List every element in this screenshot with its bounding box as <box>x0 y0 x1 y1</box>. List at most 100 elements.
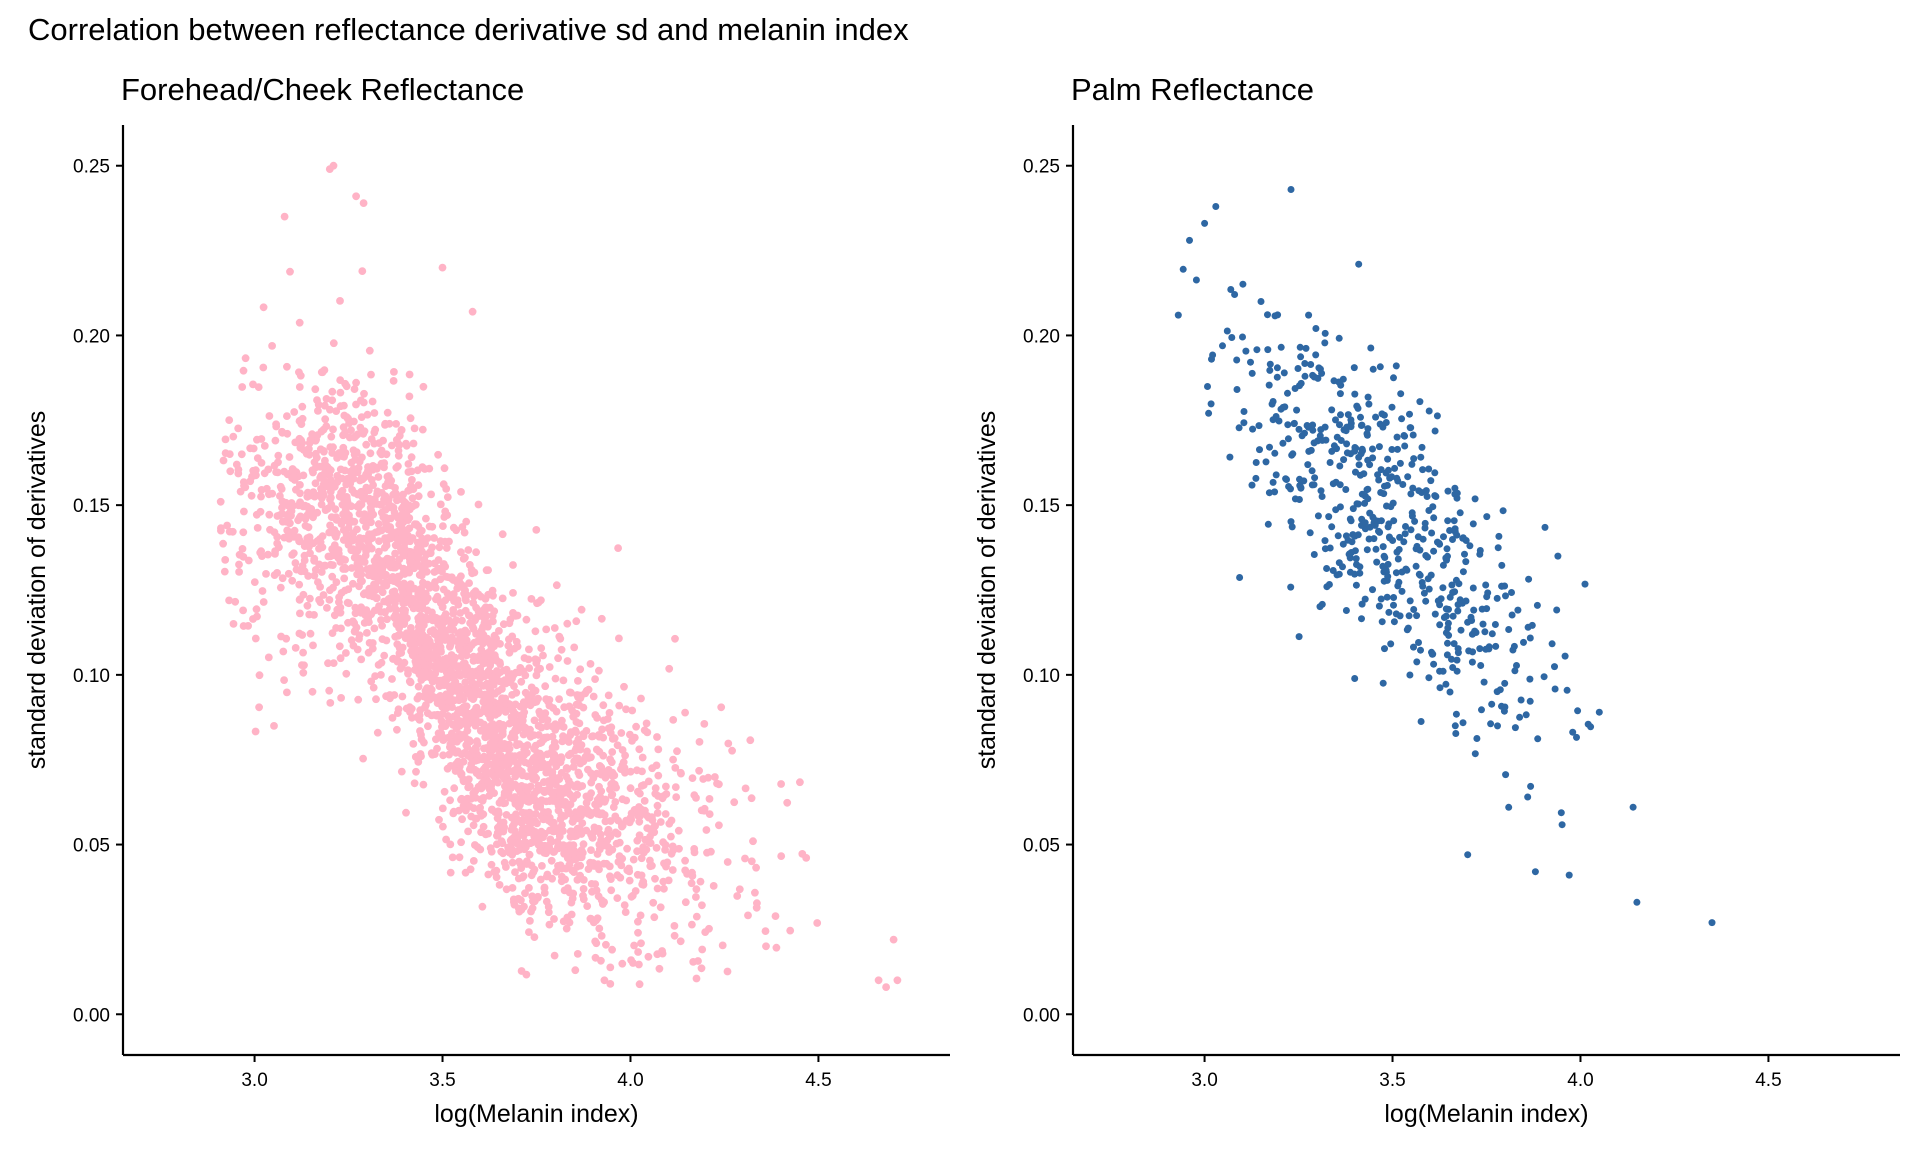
forehead-point <box>448 618 457 627</box>
forehead-point <box>239 606 248 615</box>
forehead-point <box>427 490 435 499</box>
forehead-point <box>458 815 466 824</box>
forehead-point <box>504 641 513 650</box>
forehead-point <box>540 883 549 892</box>
forehead-point <box>444 712 452 720</box>
forehead-point <box>301 521 310 530</box>
palm-point <box>1553 606 1561 614</box>
palm-point <box>1415 639 1422 646</box>
forehead-point <box>417 635 426 644</box>
forehead-point <box>595 924 604 933</box>
forehead-point <box>340 574 349 583</box>
forehead-point <box>277 632 285 641</box>
forehead-point <box>489 617 497 626</box>
forehead-point <box>375 602 383 610</box>
forehead-point <box>365 346 374 355</box>
forehead-point <box>411 642 419 651</box>
palm-point <box>1444 639 1451 647</box>
forehead-point <box>616 873 625 882</box>
forehead-point <box>484 778 493 787</box>
forehead-point <box>418 463 427 471</box>
forehead-point <box>625 876 634 885</box>
forehead-point <box>349 546 358 555</box>
forehead-point <box>545 841 553 850</box>
forehead-point <box>259 598 268 606</box>
forehead-point <box>521 809 530 818</box>
palm-point <box>1262 458 1270 466</box>
palm-point <box>1301 372 1309 380</box>
forehead-point <box>228 527 237 536</box>
forehead-point <box>717 703 726 712</box>
forehead-point <box>341 428 349 437</box>
forehead-point <box>408 534 417 542</box>
forehead-point <box>381 421 389 429</box>
forehead-point <box>607 791 616 800</box>
forehead-point <box>326 699 335 707</box>
forehead-point <box>448 720 457 729</box>
forehead-point <box>362 523 370 531</box>
forehead-point <box>368 644 377 653</box>
palm-point <box>1332 416 1339 424</box>
forehead-point <box>289 466 298 474</box>
forehead-point <box>651 874 659 883</box>
forehead-point <box>626 784 635 793</box>
forehead-point <box>335 593 343 602</box>
forehead-point <box>457 488 465 496</box>
forehead-point <box>251 727 260 736</box>
forehead-point <box>265 490 273 499</box>
forehead-point <box>466 672 475 681</box>
palm-point <box>1595 708 1603 716</box>
forehead-point <box>514 785 523 793</box>
forehead-point <box>544 808 552 816</box>
forehead-point <box>671 764 680 772</box>
palm-point <box>1323 565 1331 572</box>
forehead-point <box>637 694 645 703</box>
forehead-point <box>378 621 386 630</box>
forehead-point <box>280 676 288 684</box>
palm-point <box>1400 538 1408 546</box>
forehead-point <box>479 727 488 736</box>
forehead-point <box>436 676 445 685</box>
palm-point <box>1487 720 1495 728</box>
forehead-point <box>591 675 599 683</box>
forehead-point <box>617 729 626 737</box>
forehead-point <box>563 657 572 665</box>
forehead-point <box>396 664 405 673</box>
forehead-point <box>613 741 622 750</box>
palm-point <box>1384 466 1392 474</box>
forehead-point <box>384 472 393 481</box>
palm-point <box>1321 339 1329 347</box>
forehead-point <box>457 548 465 557</box>
forehead-point <box>415 545 423 554</box>
forehead-point <box>662 782 670 791</box>
forehead-point <box>628 737 636 745</box>
forehead-point <box>613 830 622 838</box>
palm-point <box>1423 493 1431 500</box>
forehead-point <box>692 974 701 983</box>
palm-point <box>1448 655 1455 663</box>
forehead-point <box>637 854 646 863</box>
forehead-point <box>469 804 478 813</box>
forehead-point <box>377 585 385 594</box>
forehead-point <box>515 857 523 866</box>
palm-point <box>1424 575 1432 583</box>
forehead-point <box>280 212 289 221</box>
forehead-point <box>552 581 561 590</box>
forehead-point <box>392 420 400 428</box>
forehead-point <box>407 624 415 632</box>
palm-point <box>1271 449 1279 457</box>
forehead-point <box>555 695 563 703</box>
forehead-point <box>606 980 615 988</box>
forehead-point <box>467 795 475 803</box>
forehead-point <box>449 809 458 818</box>
forehead-point <box>253 612 261 621</box>
forehead-point <box>340 498 349 506</box>
forehead-point <box>398 643 407 652</box>
forehead-point <box>695 766 703 775</box>
forehead-point <box>425 522 434 531</box>
forehead-point <box>741 854 749 863</box>
palm-point <box>1443 556 1450 564</box>
forehead-point <box>296 609 304 618</box>
palm-point <box>1453 667 1461 675</box>
palm-x-tick-label: 3.5 <box>1379 1070 1405 1091</box>
